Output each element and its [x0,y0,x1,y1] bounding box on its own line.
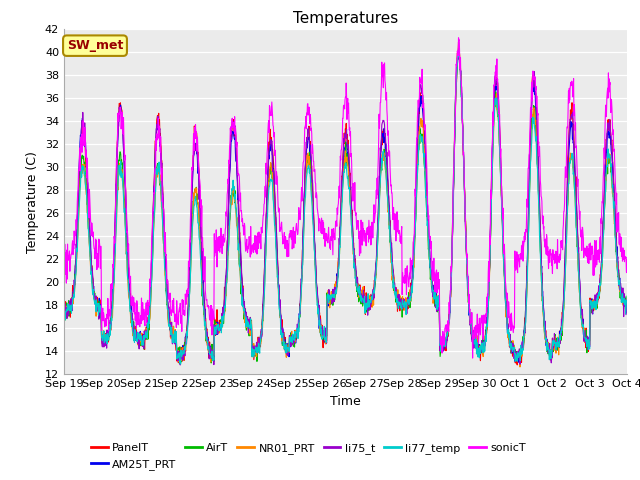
sonicT [248,242,256,248]
sonicT [433,290,441,296]
li75_t [172,342,179,348]
AirT [172,335,179,341]
li77_temp [60,308,68,314]
AM25T_PRT [507,345,515,350]
li77_temp [623,294,631,300]
AM25T_PRT [60,308,68,314]
NR01_PRT [248,348,256,353]
AirT [249,342,257,348]
NR01_PRT [172,334,179,340]
AM25T_PRT [455,48,463,53]
PanelT [513,362,521,368]
li77_temp [433,306,441,312]
sonicT [60,253,68,259]
AirT [557,337,565,343]
AM25T_PRT [172,337,179,343]
li75_t [433,301,441,307]
li77_temp [557,330,565,336]
sonicT [454,35,462,41]
NR01_PRT [623,300,631,305]
PanelT [186,275,193,281]
AirT [433,309,441,315]
PanelT [433,295,441,300]
NR01_PRT [60,303,68,309]
AM25T_PRT [433,297,441,303]
sonicT [623,256,631,262]
li75_t [177,362,184,368]
PanelT [507,341,515,347]
sonicT [468,355,476,361]
AirT [455,45,463,50]
AM25T_PRT [248,349,256,355]
X-axis label: Time: Time [330,395,361,408]
Line: sonicT: sonicT [64,38,627,358]
li77_temp [249,347,257,352]
AirT [175,361,183,367]
NR01_PRT [557,331,565,337]
AirT [623,293,631,299]
PanelT [623,295,631,301]
PanelT [248,346,256,352]
Text: SW_met: SW_met [67,39,123,52]
li75_t [186,273,193,278]
NR01_PRT [433,292,441,298]
Line: NR01_PRT: NR01_PRT [64,47,627,367]
AM25T_PRT [557,328,565,334]
Line: PanelT: PanelT [64,42,627,365]
PanelT [60,309,68,315]
li77_temp [456,47,463,53]
AirT [186,282,193,288]
PanelT [454,39,462,45]
NR01_PRT [455,44,463,50]
PanelT [172,340,179,346]
li77_temp [172,339,179,345]
PanelT [557,325,565,331]
NR01_PRT [507,346,515,351]
li75_t [508,350,515,356]
li75_t [557,333,565,338]
AirT [508,348,515,354]
li77_temp [508,341,515,347]
AM25T_PRT [623,303,631,309]
li77_temp [177,361,184,367]
NR01_PRT [516,364,524,370]
li75_t [60,299,68,304]
Line: AirT: AirT [64,48,627,364]
AM25T_PRT [186,276,193,281]
sonicT [186,264,193,270]
li75_t [249,342,257,348]
Legend: PanelT, AM25T_PRT, AirT, NR01_PRT, li75_t, li77_temp, sonicT: PanelT, AM25T_PRT, AirT, NR01_PRT, li75_… [86,439,531,474]
NR01_PRT [186,292,193,298]
Y-axis label: Temperature (C): Temperature (C) [26,151,39,252]
Line: AM25T_PRT: AM25T_PRT [64,50,627,362]
Line: li75_t: li75_t [64,48,627,365]
sonicT [172,318,179,324]
AirT [60,314,68,320]
li75_t [454,46,462,51]
sonicT [508,310,515,316]
sonicT [557,238,565,243]
li77_temp [186,291,193,297]
Line: li77_temp: li77_temp [64,50,627,364]
Title: Temperatures: Temperatures [293,11,398,26]
AM25T_PRT [515,360,523,365]
li75_t [623,303,631,309]
